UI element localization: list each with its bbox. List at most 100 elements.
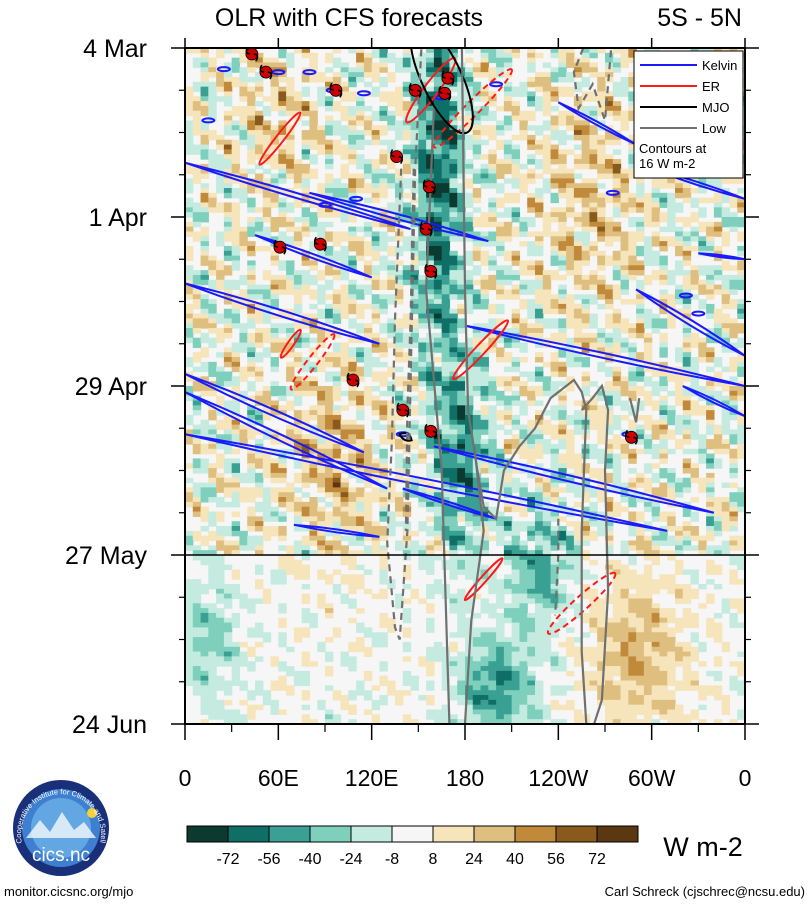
field-cell [519,482,528,488]
field-cell [371,91,381,97]
field-cell [706,197,715,204]
field-cell [387,405,396,411]
field-cell [651,313,661,319]
field-cell [605,332,614,339]
field-cell [301,168,311,175]
field-cell [363,458,373,464]
field-cell [558,274,567,281]
field-cell [581,62,591,68]
field-cell [550,86,559,93]
field-cell [550,308,559,315]
field-cell [542,144,552,150]
field-cell [223,419,233,426]
field-cell [682,313,692,319]
field-cell [675,376,684,382]
field-cell [363,81,373,88]
field-cell [643,463,653,469]
field-cell [651,400,661,406]
field-cell [395,400,404,406]
field-cell [550,381,559,387]
field-cell [395,318,404,324]
field-cell [589,154,598,160]
field-cell [317,323,326,329]
field-cell [488,91,497,97]
field-cell [659,192,668,199]
field-cell [433,313,443,319]
field-cell [231,318,241,324]
field-cell [255,52,264,59]
field-cell [675,183,684,189]
field-cell [581,337,591,344]
field-cell [480,299,489,305]
field-cell [200,241,209,247]
field-cell [293,48,303,54]
field-cell [286,453,295,460]
field-cell [433,159,443,165]
field-cell [667,390,676,397]
field-cell [519,221,528,228]
field-cell [605,96,614,102]
field-cell [371,342,381,348]
field-cell [698,303,707,310]
field-cell [293,414,303,421]
field-cell [255,328,264,334]
field-cell [480,448,489,455]
field-cell [371,183,381,189]
field-cell [231,468,241,474]
field-cell [706,439,715,445]
field-cell [465,274,474,281]
field-cell [433,202,443,208]
field-cell [706,419,715,426]
field-cell [558,154,567,160]
field-cell [418,76,427,83]
field-cell [325,144,334,150]
field-cell [301,76,311,83]
field-cell [682,414,692,421]
field-cell [620,328,629,334]
field-cell [628,270,637,276]
field-cell [472,434,482,440]
field-cell [472,419,482,426]
field-cell [535,371,544,377]
field-cell [667,429,676,435]
field-cell [332,178,342,184]
field-cell [729,274,738,281]
field-cell [262,332,272,339]
field-cell [496,67,505,73]
field-cell [262,144,272,150]
field-cell [192,405,202,411]
field-cell [185,105,194,112]
field-cell [332,424,342,431]
field-cell [348,231,357,237]
field-cell [581,221,591,228]
field-cell [200,48,209,54]
field-cell [449,328,458,334]
field-cell [659,308,668,315]
field-cell [643,207,653,213]
field-cell [542,303,552,310]
field-cell [581,67,591,73]
field-cell [426,318,435,324]
field-cell [690,468,699,474]
field-cell [449,144,458,150]
field-cell [620,52,629,59]
field-cell [231,159,241,165]
field-cell [628,328,637,334]
field-cell [262,192,272,199]
field-cell [379,81,388,88]
field-cell [433,299,443,305]
field-cell [698,453,707,460]
field-cell [223,130,233,136]
field-cell [449,313,458,319]
field-cell [472,139,482,146]
field-cell [472,207,482,213]
field-cell [721,448,731,455]
field-cell [301,323,311,329]
field-cell [550,472,559,479]
field-cell [558,245,567,252]
field-cell [620,487,629,493]
field-cell [317,463,326,469]
field-cell [713,270,723,276]
field-cell [550,361,559,368]
field-cell [651,477,661,484]
